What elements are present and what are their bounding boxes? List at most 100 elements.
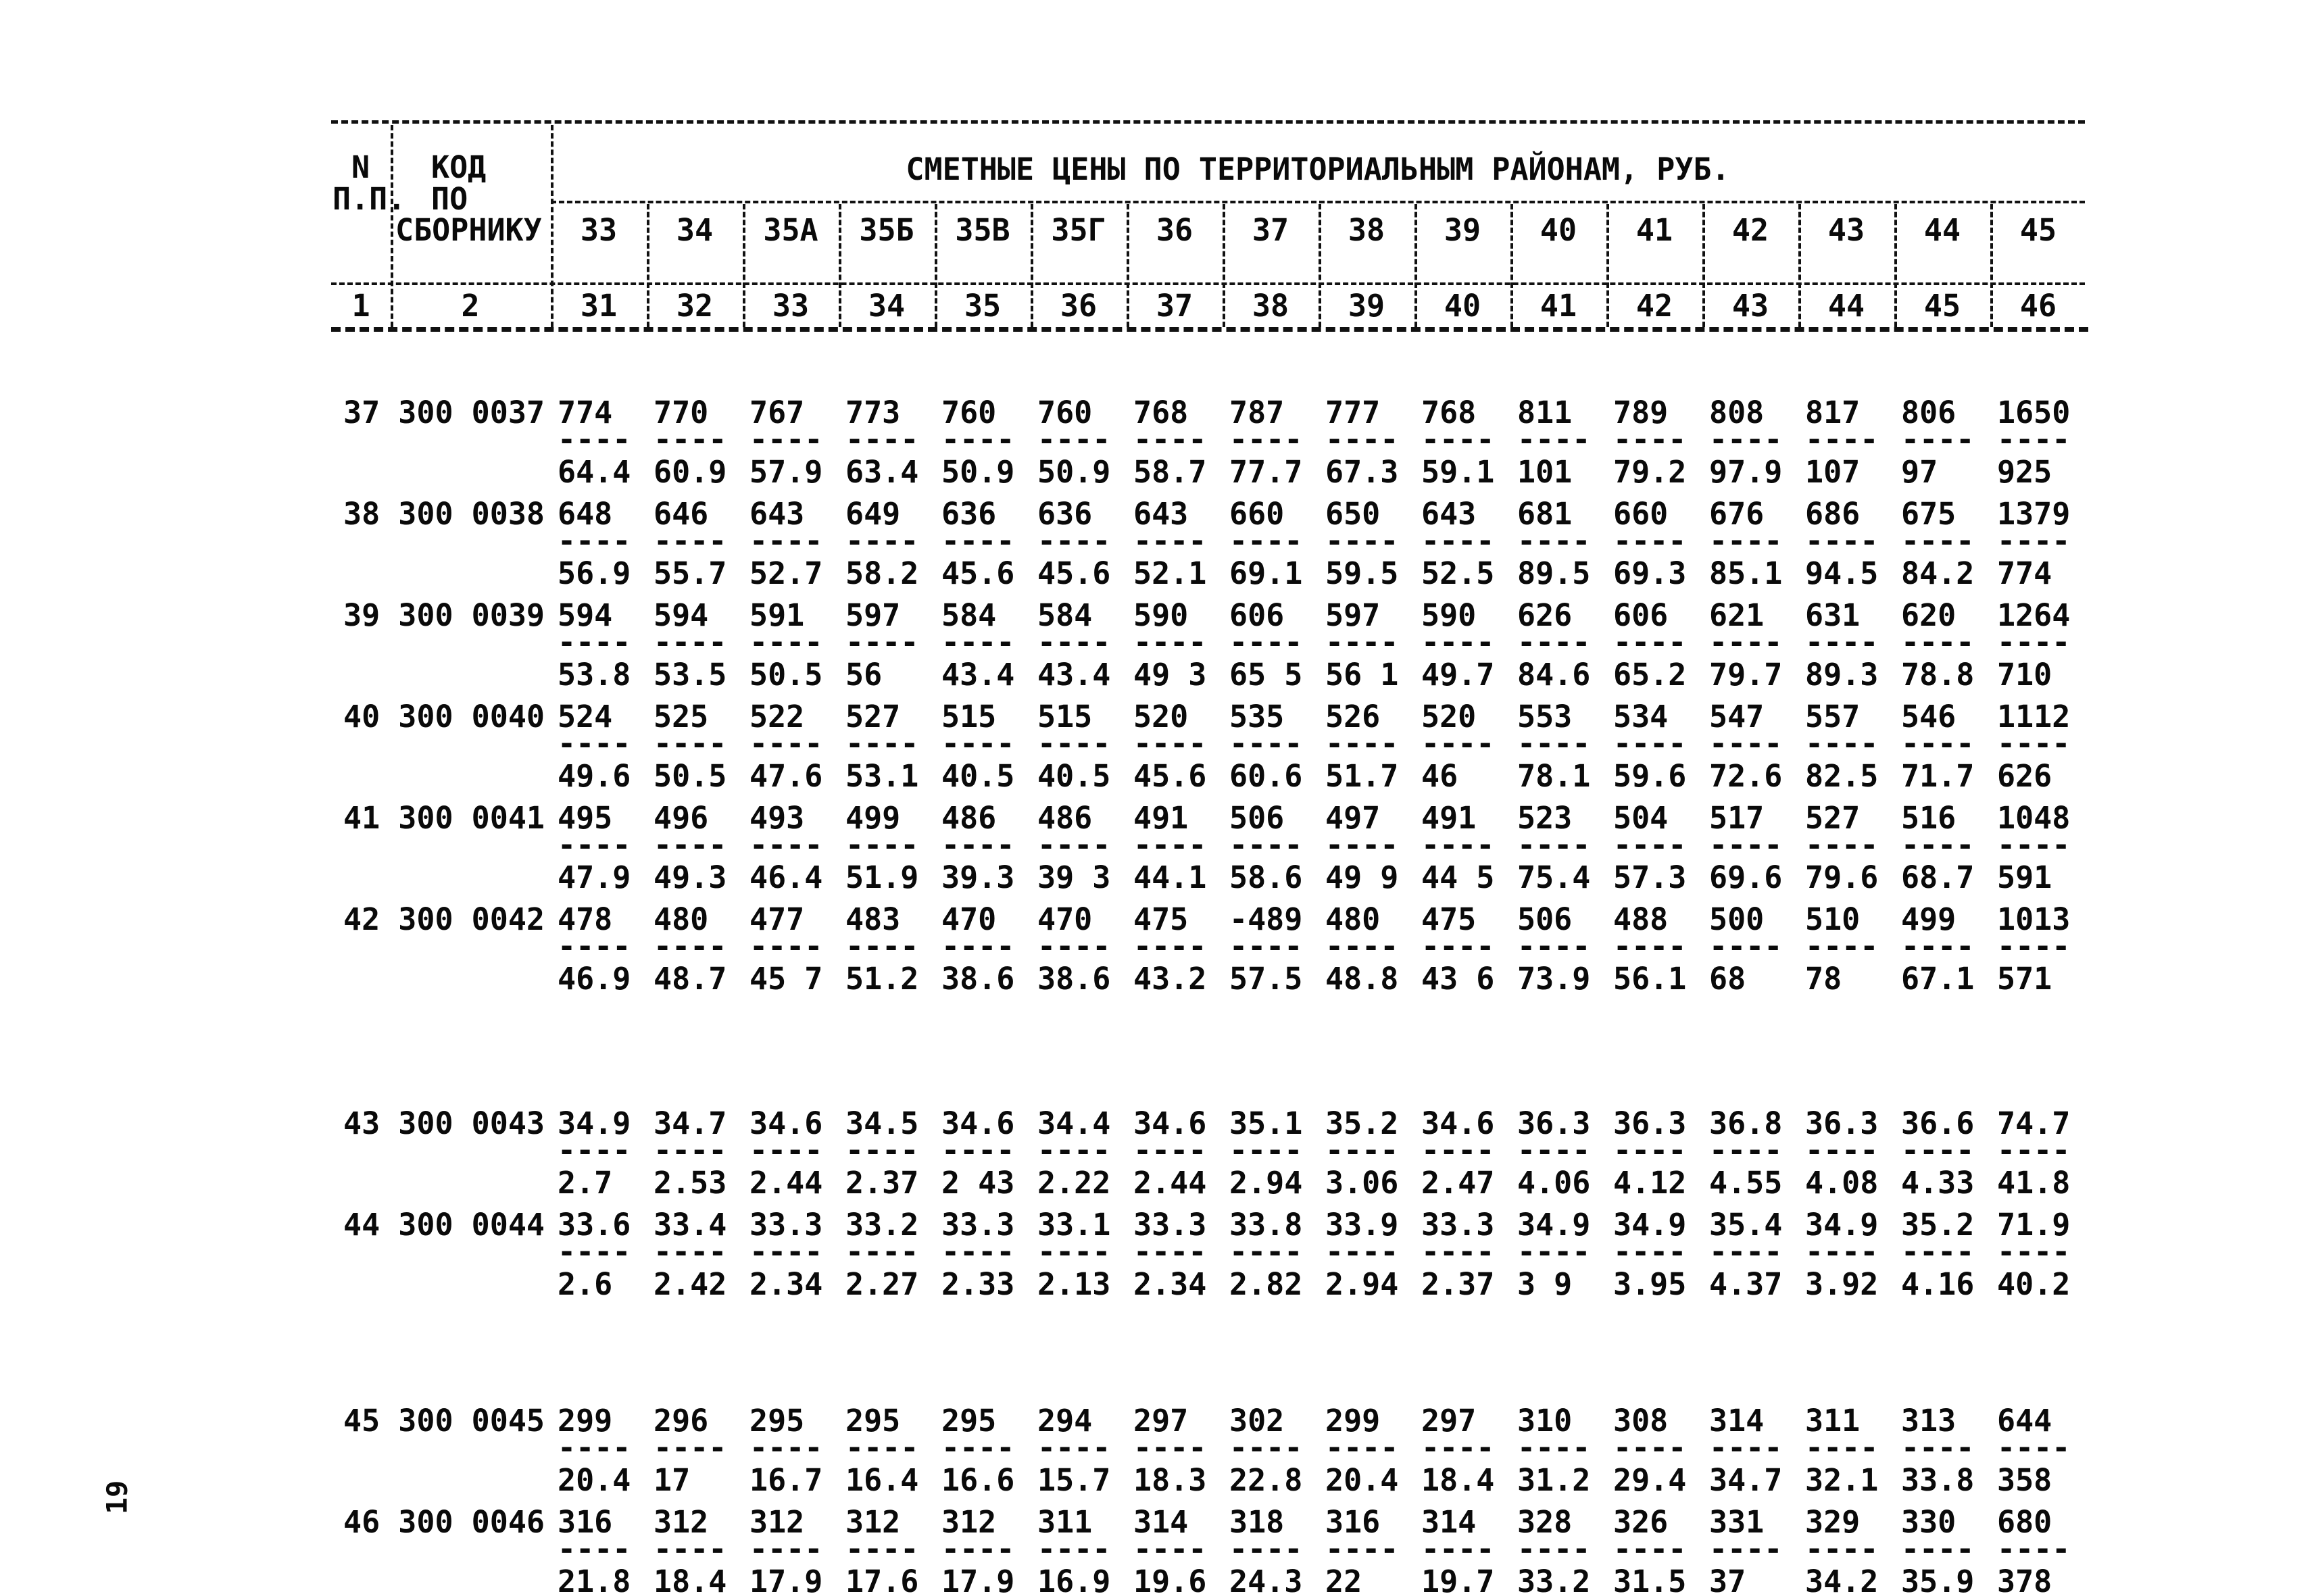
price-fraction-cell: 590 ---- 49 3 — [1133, 600, 1229, 695]
price-fraction-cell: 675 ---- 84.2 — [1901, 499, 1997, 593]
fraction-bar: ---- — [1997, 1234, 2071, 1270]
district-header: 39 — [1444, 212, 1481, 248]
fraction-bar: ---- — [1325, 422, 1399, 457]
price-numerator: 789 — [1613, 395, 1669, 430]
price-numerator: 557 — [1805, 699, 1861, 734]
price-fraction-cell: 787 ---- 77.7 — [1229, 397, 1325, 492]
price-numerator: 643 — [1133, 496, 1189, 532]
price-denominator: 84.2 — [1901, 555, 1975, 591]
row-code: 43 300 0043 — [343, 1105, 545, 1141]
fraction-bar: ---- — [1613, 928, 1687, 964]
price-fraction-cell: 483 ---- 51.2 — [845, 904, 941, 999]
price-fraction-cell: 36.3 ---- 4.06 — [1517, 1108, 1613, 1203]
fraction-bar: ---- — [1709, 1430, 1783, 1466]
price-fraction-cell: 515 ---- 40.5 — [1037, 701, 1133, 796]
price-fraction-cell: 33.3 ---- 2.37 — [1421, 1210, 1517, 1304]
price-numerator: 515 — [941, 699, 997, 734]
fraction-bar: ---- — [845, 726, 919, 762]
price-denominator: 49 3 — [1133, 657, 1207, 693]
district-header: 35А — [763, 212, 818, 248]
price-denominator: 52.1 — [1133, 555, 1207, 591]
price-numerator: 297 — [1133, 1403, 1189, 1439]
fraction-bar: ---- — [1421, 624, 1495, 660]
fraction-bar: ---- — [1421, 1430, 1495, 1466]
fraction-bar: ---- — [1325, 1531, 1399, 1567]
price-numerator: 329 — [1805, 1504, 1861, 1540]
vertical-divider-npp — [391, 125, 393, 327]
price-fraction-cell: 331 ---- 37 — [1709, 1507, 1805, 1596]
district-header: 36 — [1156, 212, 1193, 248]
price-denominator: 925 — [1997, 454, 2052, 490]
price-fraction-cell: 643 ---- 52.1 — [1133, 499, 1229, 593]
fraction-bar: ---- — [654, 1430, 727, 1466]
price-denominator: 56 — [845, 657, 883, 693]
fraction-bar: ---- — [941, 827, 1015, 863]
fraction-bar: ---- — [1517, 827, 1591, 863]
price-numerator: 33.9 — [1325, 1207, 1399, 1243]
price-numerator: 504 — [1613, 800, 1669, 836]
vertical-divider-col — [935, 204, 937, 327]
price-denominator: 35.9 — [1901, 1564, 1975, 1596]
fraction-bar: ---- — [654, 928, 727, 964]
price-numerator: 33.1 — [1037, 1207, 1111, 1243]
price-fraction-cell: 591 ---- 50.5 — [749, 600, 845, 695]
price-denominator: 65 5 — [1229, 657, 1303, 693]
column-number: 2 — [461, 288, 480, 324]
price-numerator: 35.4 — [1709, 1207, 1783, 1243]
price-numerator: 33.2 — [845, 1207, 919, 1243]
price-denominator: 626 — [1997, 758, 2052, 794]
price-fraction-cell: 493 ---- 46.4 — [749, 803, 845, 897]
row-code: 39 300 0039 — [343, 597, 545, 633]
fraction-bar: ---- — [1421, 827, 1495, 863]
district-header: 33 — [580, 212, 618, 248]
price-fraction-cell: 499 ---- 51.9 — [845, 803, 941, 897]
fraction-bar: ---- — [1709, 726, 1783, 762]
district-header: 38 — [1348, 212, 1385, 248]
price-numerator: 648 — [558, 496, 613, 532]
fraction-bar: ---- — [1805, 1531, 1879, 1567]
price-fraction-cell: 297 ---- 18.4 — [1421, 1405, 1517, 1500]
price-fraction-cell: 34.6 ---- 2.44 — [749, 1108, 845, 1203]
price-denominator: 69.3 — [1613, 555, 1687, 591]
fraction-bar: ---- — [1133, 523, 1207, 559]
fraction-bar: ---- — [749, 523, 823, 559]
district-header: 43 — [1827, 212, 1865, 248]
column-number: 44 — [1827, 288, 1865, 324]
fraction-bar: ---- — [654, 1531, 727, 1567]
price-numerator: 491 — [1421, 800, 1477, 836]
price-fraction-cell: 506 ---- 73.9 — [1517, 904, 1613, 999]
price-numerator: 649 — [845, 496, 901, 532]
price-fraction-cell: 34.9 ---- 3.95 — [1613, 1210, 1709, 1304]
price-denominator: 57.3 — [1613, 859, 1687, 895]
price-fraction-cell: 626 ---- 84.6 — [1517, 600, 1613, 695]
price-fraction-cell: 594 ---- 53.5 — [654, 600, 749, 695]
price-denominator: 44 5 — [1421, 859, 1495, 895]
price-numerator: 643 — [749, 496, 805, 532]
price-denominator: 89.3 — [1805, 657, 1879, 693]
price-fraction-cell: 310 ---- 31.2 — [1517, 1405, 1613, 1500]
price-denominator: 4.37 — [1709, 1266, 1783, 1302]
price-fraction-cell: 789 ---- 79.2 — [1613, 397, 1709, 492]
price-numerator: 33.3 — [941, 1207, 1015, 1243]
fraction-bar: ---- — [1805, 523, 1879, 559]
fraction-bar: ---- — [845, 422, 919, 457]
price-fraction-cell: 36.6 ---- 4.33 — [1901, 1108, 1997, 1203]
price-numerator: 36.8 — [1709, 1105, 1783, 1141]
price-numerator: 525 — [654, 699, 709, 734]
price-denominator: 51.7 — [1325, 758, 1399, 794]
price-numerator: 644 — [1997, 1403, 2052, 1439]
price-fraction-cell: 525 ---- 50.5 — [654, 701, 749, 796]
price-numerator: 1048 — [1997, 800, 2071, 836]
column-number: 37 — [1156, 288, 1193, 324]
price-numerator: 470 — [941, 901, 997, 937]
fraction-bar: ---- — [1229, 928, 1303, 964]
price-fraction-cell: 811 ---- 101 — [1517, 397, 1613, 492]
price-fraction-cell: 477 ---- 45 7 — [749, 904, 845, 999]
price-numerator: 310 — [1517, 1403, 1573, 1439]
fraction-bar: ---- — [1613, 422, 1687, 457]
price-numerator: 34.7 — [654, 1105, 727, 1141]
price-numerator: 295 — [941, 1403, 997, 1439]
fraction-bar: ---- — [1997, 1132, 2071, 1168]
fraction-bar: ---- — [1133, 1234, 1207, 1270]
price-numerator: 486 — [941, 800, 997, 836]
